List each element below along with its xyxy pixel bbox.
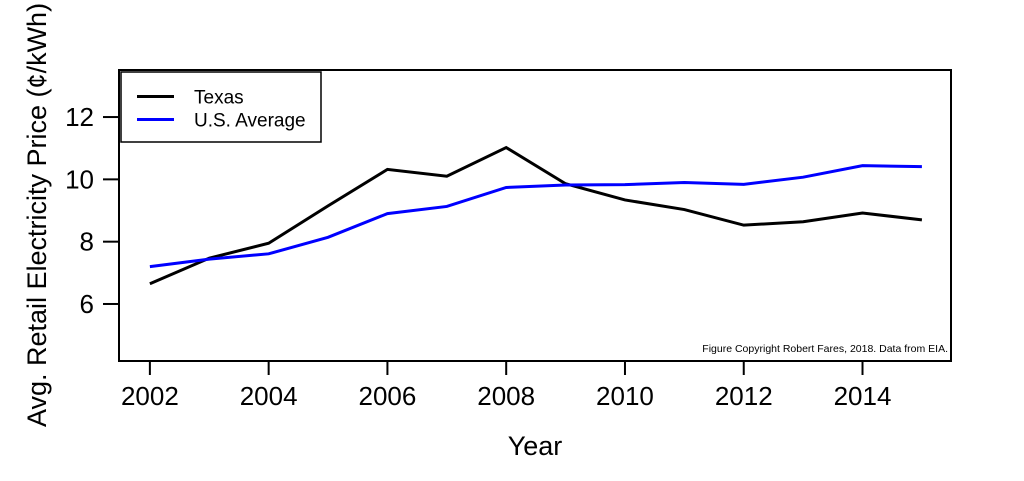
x-tick-label: 2012 <box>715 381 773 411</box>
data-series <box>149 145 923 286</box>
y-axis: 6 8 10 12 <box>65 102 119 319</box>
y-axis-title: Avg. Retail Electricity Price (¢/kWh) <box>22 3 52 427</box>
x-tick-label: 2004 <box>240 381 298 411</box>
legend-label-us-average: U.S. Average <box>194 111 306 132</box>
copyright-note: Figure Copyright Robert Fares, 2018. Dat… <box>702 343 948 355</box>
x-axis-title: Year <box>508 431 563 461</box>
x-tick-label: 2006 <box>359 381 417 411</box>
y-tick-label: 8 <box>80 227 94 257</box>
x-tick-label: 2010 <box>596 381 654 411</box>
x-tick-label: 2008 <box>477 381 535 411</box>
plot-border <box>118 69 952 362</box>
legend: Texas U.S. Average <box>120 71 322 143</box>
x-axis: 2002 2004 2006 2008 2010 2012 2014 <box>121 361 891 411</box>
series-line-u-s-average <box>149 164 922 269</box>
legend-label-texas: Texas <box>194 88 244 109</box>
series-line-texas <box>149 145 923 286</box>
x-tick-label: 2002 <box>121 381 179 411</box>
legend-box <box>120 71 322 143</box>
y-tick-label: 12 <box>65 102 94 132</box>
x-tick-label: 2014 <box>834 381 892 411</box>
y-tick-label: 6 <box>80 289 94 319</box>
y-tick-label: 10 <box>65 164 94 194</box>
